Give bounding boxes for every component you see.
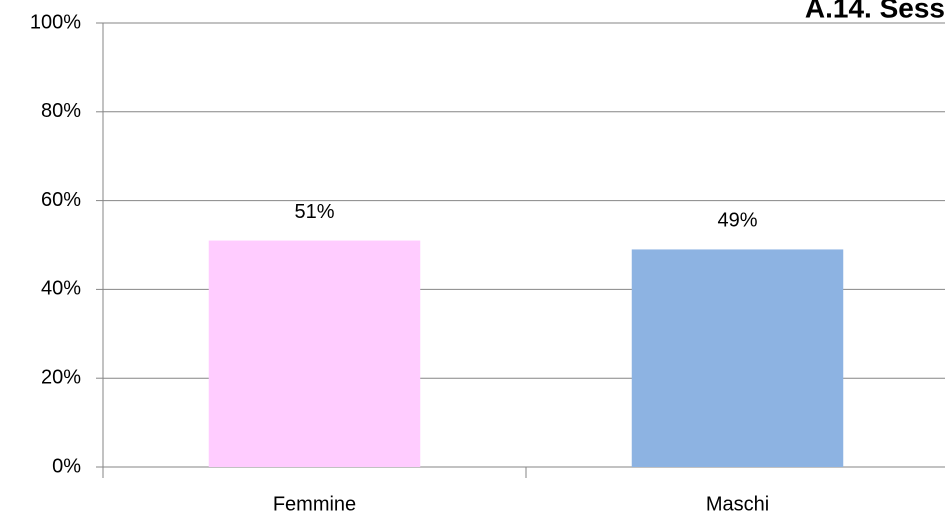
data-label: 49% bbox=[717, 210, 757, 232]
data-label: 51% bbox=[294, 201, 334, 223]
y-tick-label: 80% bbox=[41, 100, 81, 122]
bar bbox=[208, 240, 421, 467]
y-tick-label: 0% bbox=[52, 455, 81, 477]
y-tick-label: 100% bbox=[30, 11, 81, 33]
y-tick-label: 20% bbox=[41, 366, 81, 388]
y-tick-label: 60% bbox=[41, 189, 81, 211]
y-tick-label: 40% bbox=[41, 278, 81, 300]
bar bbox=[631, 249, 844, 467]
x-tick-label: Femmine bbox=[273, 493, 356, 515]
x-tick-label: Maschi bbox=[706, 493, 769, 515]
chart-title: A.14. Sess bbox=[805, 0, 945, 23]
